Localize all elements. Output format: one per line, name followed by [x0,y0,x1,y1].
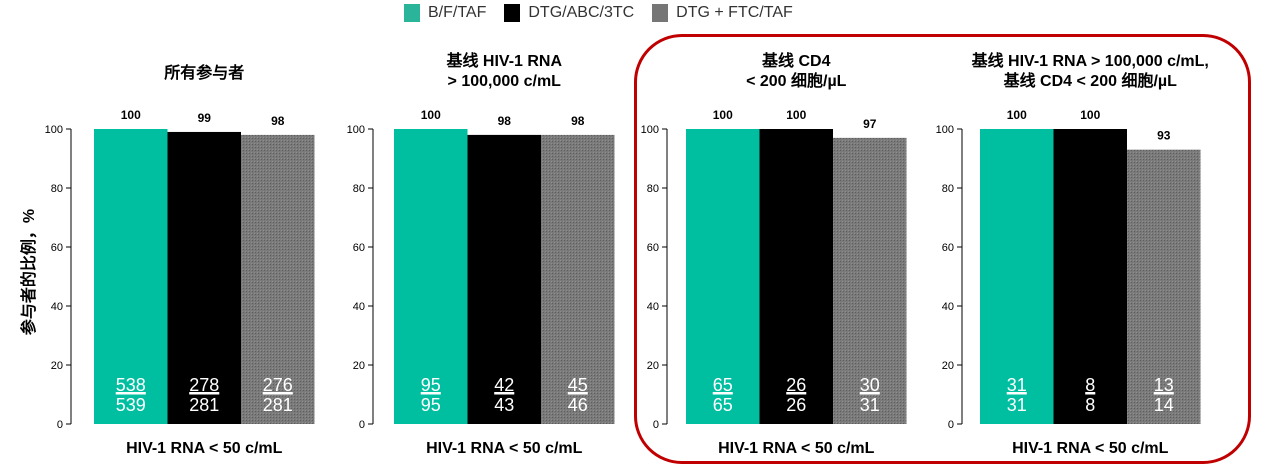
y-tick-label: 40 [647,301,659,313]
legend-swatch [504,4,521,22]
y-tick-label: 0 [57,419,63,431]
n-numerator: 278 [189,375,219,395]
y-tick-label: 60 [942,242,954,254]
n-numerator: 30 [860,375,880,395]
y-tick-label: 40 [942,301,954,313]
y-tick-label: 40 [353,301,365,313]
bar-dtg-abc-3tc [1053,129,1127,424]
panel-title: > 100,000 c/mL [448,73,562,90]
data-label: 98 [271,114,285,128]
y-tick-label: 0 [653,419,659,431]
highlight-frame [634,34,1251,464]
panel-title: 基线 HIV-1 RNA [445,51,562,70]
x-axis-label: HIV-1 RNA < 50 c/mL [1012,440,1169,457]
y-tick-label: 60 [353,242,365,254]
n-numerator: 538 [116,375,146,395]
data-label: 98 [571,114,585,128]
n-numerator: 13 [1154,375,1174,395]
n-numerator: 31 [1007,375,1027,395]
legend-item-bftaf: B/F/TAF [404,4,486,22]
data-label: 97 [863,117,877,131]
bar-dtg-abc-3tc [759,129,833,424]
panel-title: 基线 HIV-1 RNA > 100,000 c/mL, [971,51,1209,70]
n-denominator: 46 [568,395,588,415]
n-denominator: 26 [786,395,806,415]
bar-dtg-ftc-taf [833,137,907,424]
n-denominator: 281 [189,395,219,415]
legend-label: B/F/TAF [428,4,487,21]
y-tick-label: 80 [353,183,365,195]
n-denominator: 31 [1007,395,1027,415]
y-tick-label: 80 [942,183,954,195]
panel-title: < 200 细胞/µL [746,71,847,90]
y-tick-label: 100 [641,124,659,136]
n-numerator: 8 [1085,375,1095,395]
x-axis-label: HIV-1 RNA < 50 c/mL [426,440,583,457]
n-denominator: 8 [1085,395,1095,415]
y-tick-label: 60 [647,242,659,254]
legend-item-dtgabc3tc: DTG/ABC/3TC [504,4,634,22]
n-denominator: 31 [860,395,880,415]
legend-swatch [404,4,420,22]
n-numerator: 45 [568,375,588,395]
data-label: 100 [1007,108,1027,122]
x-axis-label: HIV-1 RNA < 50 c/mL [718,440,875,457]
n-numerator: 26 [786,375,806,395]
data-label: 100 [121,108,141,122]
bar-dtg-abc-3tc [167,131,241,424]
y-tick-label: 20 [942,360,954,372]
n-denominator: 43 [494,395,514,415]
panel-title: 基线 CD4 < 200 细胞/µL [1003,71,1177,90]
bar-b-f-taf [94,129,168,424]
bar-dtg-ftc-taf [541,134,615,424]
bar-dtg-abc-3tc [467,134,541,424]
n-denominator: 95 [421,395,441,415]
legend-swatch [652,4,669,22]
data-label: 100 [713,108,733,122]
data-label: 98 [498,114,512,128]
y-tick-label: 100 [45,124,63,136]
bar-dtg-ftc-taf [1127,149,1201,424]
n-numerator: 65 [713,375,733,395]
x-axis-label: HIV-1 RNA < 50 c/mL [126,440,283,457]
data-label: 99 [198,111,212,125]
y-tick-label: 100 [347,124,365,136]
y-tick-label: 80 [647,183,659,195]
legend: B/F/TAF DTG/ABC/3TC DTG + FTC/TAF [404,4,793,22]
n-numerator: 276 [263,375,293,395]
legend-label: DTG/ABC/3TC [528,4,635,21]
bar-b-f-taf [686,129,760,424]
bar-b-f-taf [980,129,1054,424]
legend-label: DTG + FTC/TAF [676,4,793,21]
data-label: 100 [786,108,806,122]
data-label: 100 [421,108,441,122]
n-denominator: 14 [1154,395,1174,415]
panel-title: 基线 CD4 [761,51,831,70]
y-tick-label: 20 [353,360,365,372]
bar-b-f-taf [394,129,468,424]
y-tick-label: 60 [51,242,63,254]
data-label: 100 [1080,108,1100,122]
y-tick-label: 20 [647,360,659,372]
n-numerator: 42 [494,375,514,395]
legend-item-dtgftctaf: DTG + FTC/TAF [652,4,793,22]
y-tick-label: 100 [936,124,954,136]
y-tick-label: 20 [51,360,63,372]
data-label: 93 [1157,129,1171,143]
panel-title: 所有参与者 [164,63,244,82]
n-denominator: 65 [713,395,733,415]
n-numerator: 95 [421,375,441,395]
y-tick-label: 0 [948,419,954,431]
n-denominator: 539 [116,395,146,415]
y-tick-label: 40 [51,301,63,313]
y-tick-label: 0 [359,419,365,431]
y-tick-label: 80 [51,183,63,195]
bar-dtg-ftc-taf [241,134,315,424]
n-denominator: 281 [263,395,293,415]
